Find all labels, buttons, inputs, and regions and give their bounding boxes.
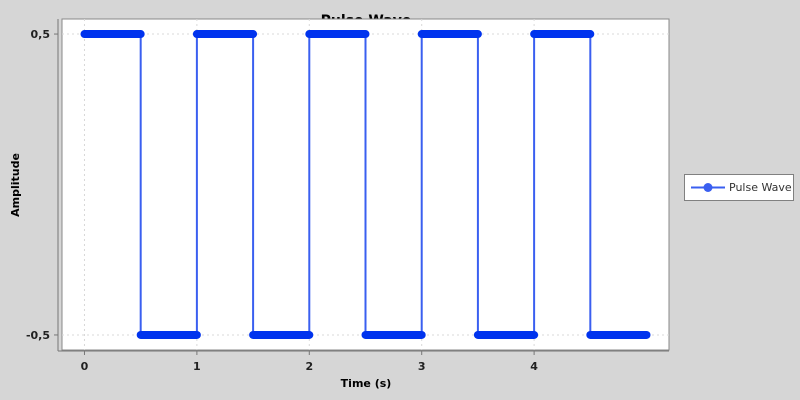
x-tick-label-3: 3 xyxy=(418,360,426,373)
series-pulse-wave xyxy=(80,30,651,339)
axes: 0 1 2 3 4 0,5 -0,5 xyxy=(26,19,669,373)
legend-label: Pulse Wave xyxy=(729,181,792,194)
x-tick-label-1: 1 xyxy=(193,360,201,373)
x-axis-label: Time (s) xyxy=(341,377,392,390)
y-axis-label: Amplitude xyxy=(9,153,22,217)
legend-swatch-icon xyxy=(691,183,725,192)
legend: Pulse Wave xyxy=(684,174,794,201)
x-tick-label-2: 2 xyxy=(305,360,313,373)
x-tick-label-0: 0 xyxy=(81,360,89,373)
y-tick-label-1: -0,5 xyxy=(26,329,50,342)
x-tick-label-4: 4 xyxy=(530,360,538,373)
y-tick-label-0: 0,5 xyxy=(31,28,51,41)
